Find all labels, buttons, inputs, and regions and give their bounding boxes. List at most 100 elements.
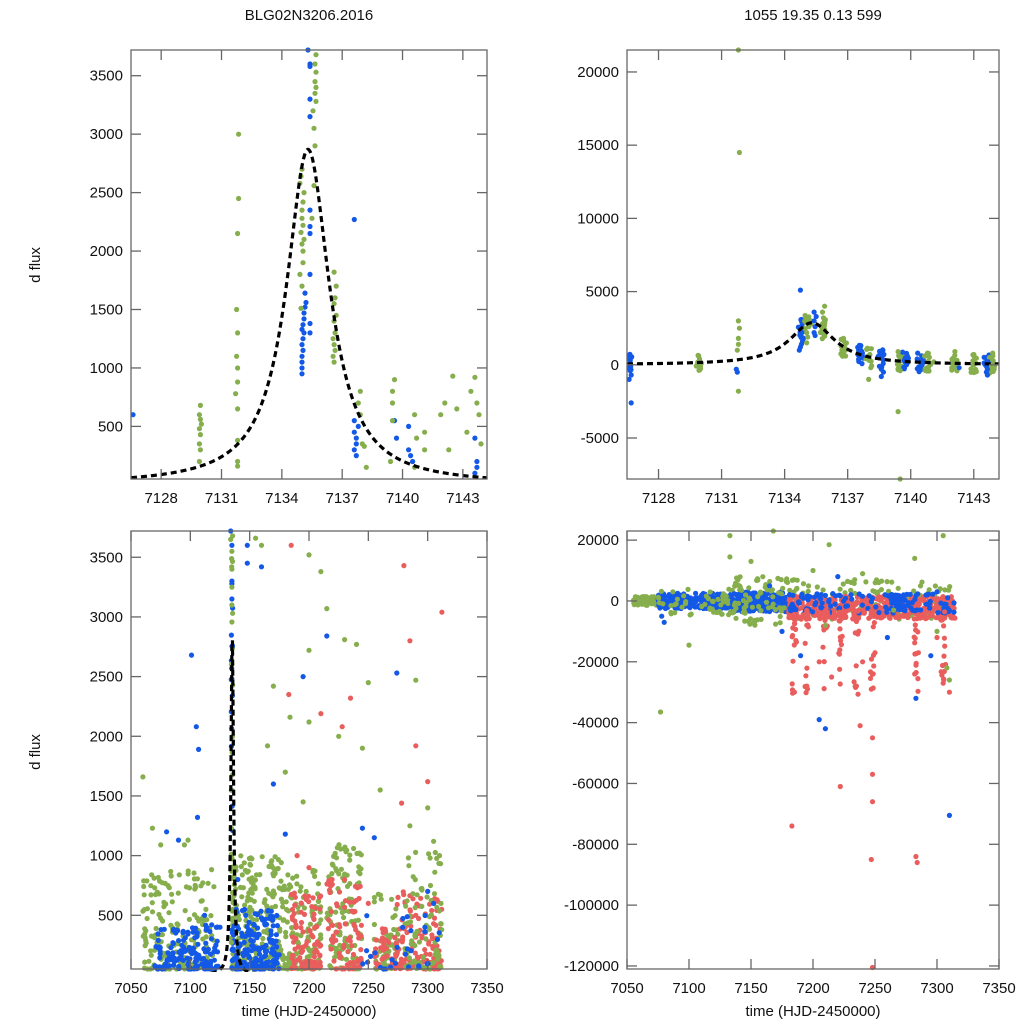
data-point-red	[326, 887, 333, 893]
data-point-red	[821, 686, 827, 692]
data-point-green	[727, 554, 733, 560]
y-tick-label: 0	[611, 357, 619, 374]
data-point-blue	[241, 963, 247, 970]
data-point-red	[806, 616, 812, 622]
data-point-blue	[194, 930, 200, 936]
data-point-green	[735, 341, 742, 347]
data-point-green	[940, 533, 946, 539]
data-point-green	[409, 938, 415, 944]
data-point-blue	[205, 946, 211, 952]
data-point-green	[735, 318, 742, 324]
data-point-green	[746, 595, 752, 601]
data-point-green	[328, 965, 334, 971]
data-point-blue	[180, 930, 186, 936]
y-tick-label: 10000	[577, 210, 619, 227]
data-point-blue	[859, 602, 866, 608]
x-tick-label: 7300	[411, 980, 444, 997]
data-point-blue	[422, 912, 428, 919]
data-point-blue	[474, 464, 480, 470]
data-point-green	[736, 325, 743, 331]
data-point-red	[291, 964, 298, 970]
data-point-blue	[800, 335, 807, 341]
data-point-blue	[406, 423, 412, 429]
data-point-green	[235, 437, 241, 443]
data-point-green	[895, 409, 901, 415]
x-tick-label: 7300	[920, 980, 953, 997]
data-point-green	[725, 598, 731, 604]
data-point-green	[803, 315, 809, 321]
data-point-blue	[880, 360, 886, 367]
data-point-green	[866, 376, 872, 382]
data-point-blue	[835, 574, 841, 580]
data-point-green	[144, 878, 150, 884]
data-point-green	[284, 919, 290, 925]
data-point-blue	[404, 914, 410, 920]
data-point-red	[851, 611, 857, 617]
data-point-green	[432, 869, 438, 875]
data-point-blue	[733, 591, 739, 598]
data-point-blue	[164, 829, 170, 835]
data-point-blue	[689, 603, 696, 609]
plot-frame	[626, 49, 1000, 480]
data-point-blue	[915, 591, 921, 597]
data-point-blue	[131, 412, 136, 418]
data-point-green	[391, 926, 397, 933]
data-point-blue	[307, 61, 313, 67]
data-point-green	[260, 935, 266, 942]
data-point-green	[822, 303, 828, 309]
data-point-blue	[170, 926, 177, 933]
data-point-red	[329, 876, 335, 883]
data-point-red	[317, 959, 323, 965]
data-point-red	[400, 934, 406, 940]
data-point-green	[236, 131, 242, 137]
data-point-blue	[928, 653, 934, 659]
x-axis-label-bottom-right: time (HJD-2450000)	[745, 1003, 880, 1020]
data-point-blue	[878, 373, 884, 380]
data-point-green	[311, 125, 317, 131]
data-point-blue	[816, 717, 822, 723]
data-point-red	[872, 650, 878, 656]
data-point-red	[911, 616, 917, 622]
data-point-green	[271, 891, 277, 897]
data-point-green	[270, 683, 276, 689]
data-point-green	[312, 143, 318, 149]
data-point-green	[194, 876, 200, 882]
data-point-red	[878, 615, 884, 621]
data-point-blue	[956, 365, 962, 371]
data-point-red	[299, 960, 305, 966]
data-point-green	[413, 849, 419, 856]
data-point-blue	[303, 299, 309, 306]
data-point-green	[378, 896, 384, 902]
data-point-blue	[307, 330, 313, 336]
data-point-blue	[239, 933, 245, 939]
data-point-green	[347, 852, 353, 858]
data-point-green	[338, 846, 344, 852]
data-point-red	[310, 895, 316, 901]
data-point-green	[843, 353, 849, 359]
data-point-green	[406, 955, 412, 961]
data-point-red	[380, 947, 386, 953]
y-tick-label: -20000	[572, 654, 619, 671]
data-point-green	[971, 351, 977, 358]
y-axis-label-bottom-left: d flux	[27, 734, 44, 770]
x-tick-label: 7140	[894, 490, 927, 507]
data-point-blue	[856, 591, 862, 597]
x-tick-label: 7128	[144, 490, 177, 507]
data-point-blue	[946, 812, 953, 819]
data-point-green	[235, 463, 241, 469]
data-point-green	[695, 353, 702, 359]
data-point-red	[427, 951, 433, 958]
data-point-red	[917, 611, 923, 618]
data-point-green	[679, 604, 685, 610]
data-point-blue	[351, 447, 357, 453]
data-point-blue	[951, 609, 957, 615]
data-point-green	[359, 441, 365, 447]
data-point-green	[338, 866, 344, 872]
data-point-blue	[265, 908, 271, 914]
data-point-green	[339, 909, 345, 916]
data-point-blue	[400, 924, 406, 930]
data-point-blue	[984, 372, 991, 378]
data-point-green	[407, 823, 413, 829]
data-point-red	[831, 613, 837, 619]
x-tick-label: 7134	[768, 490, 801, 507]
